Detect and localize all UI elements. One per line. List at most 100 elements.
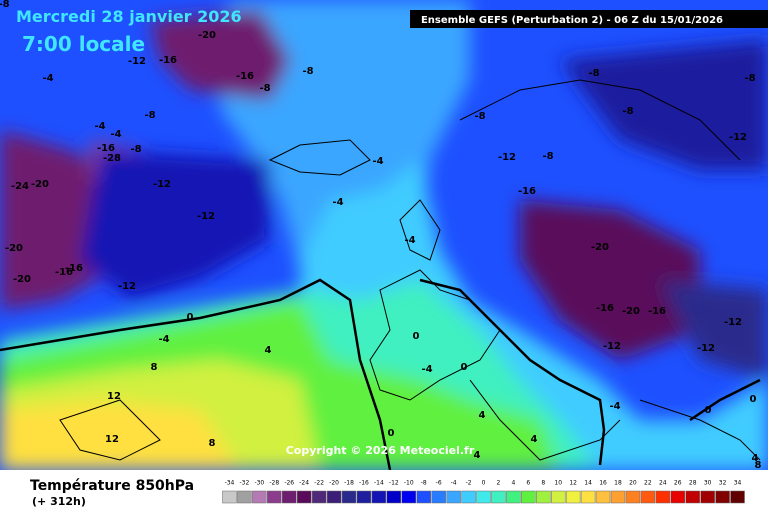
contour-labels: -8-20-12-16-16-8-8-4-8-4-4-16-28-8-24-20… xyxy=(0,0,762,471)
contour-label: -16 xyxy=(236,71,254,82)
contour-label: -4 xyxy=(609,401,620,412)
footer-lead: (+ 312h) xyxy=(32,495,86,508)
colorbar-label: 4 xyxy=(511,480,515,487)
contour-label: -12 xyxy=(128,56,146,67)
colorbar-swatch xyxy=(476,490,491,504)
colorbar-label: -20 xyxy=(329,480,339,487)
colorbar-swatch xyxy=(267,490,282,504)
colorbar-swatch xyxy=(282,490,297,504)
contour-label: -4 xyxy=(372,156,383,167)
contour-label: -16 xyxy=(518,186,536,197)
colorbar-label: -30 xyxy=(254,480,264,487)
date: Mercredi 28 janvier 2026 xyxy=(16,7,242,26)
colorbar-swatch xyxy=(715,490,730,504)
contour-label: 4 xyxy=(265,345,272,356)
colorbar-swatch xyxy=(595,490,611,504)
colorbar-swatch xyxy=(670,490,685,504)
colorbar-label: -28 xyxy=(269,480,279,487)
colorbar-swatch xyxy=(326,490,342,504)
contour-label: -8 xyxy=(744,73,755,84)
colorbar-label: -22 xyxy=(314,480,324,487)
colorbar-label: 32 xyxy=(719,480,727,487)
contour-label: -8 xyxy=(259,83,270,94)
contour-label: -8 xyxy=(588,68,599,79)
colorbar-swatch xyxy=(237,490,252,504)
contour-label: -20 xyxy=(198,30,216,41)
contour-label: -12 xyxy=(697,343,715,354)
colorbar-label: 0 xyxy=(482,480,486,487)
contour-label: -12 xyxy=(153,179,171,190)
contour-label: -4 xyxy=(404,235,415,246)
colorbar-label: 28 xyxy=(689,480,697,487)
colorbar-label: -14 xyxy=(374,480,384,487)
contour-label: 0 xyxy=(388,428,395,439)
colorbar-label: 12 xyxy=(569,480,577,487)
colorbar-swatch xyxy=(521,490,536,504)
contour-label: 0 xyxy=(413,331,420,342)
colorbar-swatch xyxy=(431,490,446,504)
colorbar-label: 22 xyxy=(644,480,652,487)
contour-label: -28 xyxy=(103,153,121,164)
colorbar-label: -32 xyxy=(240,480,250,487)
colorbar-label: 20 xyxy=(629,480,637,487)
colorbar-label: 26 xyxy=(674,480,682,487)
contour-label: -4 xyxy=(110,129,121,140)
colorbar-label: 2 xyxy=(497,480,501,487)
contour-label: -8 xyxy=(130,144,141,155)
contour-label: -12 xyxy=(118,281,136,292)
colorbar-swatch xyxy=(356,490,372,504)
colorbar-label: 8 xyxy=(541,480,545,487)
colorbar-label: -10 xyxy=(404,480,414,487)
contour-label: 0 xyxy=(187,312,194,323)
contour-label: -8 xyxy=(302,66,313,77)
contour-label: -16 xyxy=(55,267,73,278)
model-info: Ensemble GEFS (Perturbation 2) - 06 Z du… xyxy=(421,15,723,26)
contour-label: -8 xyxy=(542,151,553,162)
colorbar-label: -26 xyxy=(284,480,294,487)
contour-label: -20 xyxy=(31,179,49,190)
colorbar-swatch xyxy=(610,490,626,504)
contour-label: -4 xyxy=(158,334,169,345)
contour-label: 0 xyxy=(705,405,712,416)
colorbar-swatch xyxy=(550,490,566,504)
colorbar-swatch xyxy=(700,490,715,504)
colorbar-swatch xyxy=(371,490,387,504)
colorbar-label: 14 xyxy=(584,480,592,487)
contour-label: -16 xyxy=(596,303,614,314)
header-box xyxy=(410,10,768,28)
contour-label: 4 xyxy=(479,410,486,421)
colorbar-label: 34 xyxy=(734,480,742,487)
colorbar-label: 18 xyxy=(614,480,622,487)
colorbar-label: -34 xyxy=(225,480,235,487)
contour-label: -24 xyxy=(11,181,29,192)
contour-label: -20 xyxy=(13,274,31,285)
contour-label: 4 xyxy=(474,450,481,461)
contour-label: 8 xyxy=(209,438,216,449)
colorbar-swatch xyxy=(386,490,402,504)
colorbar-label: -12 xyxy=(389,480,399,487)
contour-label: 12 xyxy=(105,434,119,445)
colorbar-swatch xyxy=(296,490,312,504)
contour-label: 8 xyxy=(151,362,158,373)
colorbar-swatch xyxy=(536,490,551,504)
contour-label: -12 xyxy=(197,211,215,222)
contour-label: -16 xyxy=(648,306,666,317)
contour-label: -4 xyxy=(421,364,432,375)
colorbar-label: -16 xyxy=(359,480,369,487)
colorbar-swatch xyxy=(685,490,700,504)
colorbar-label: -18 xyxy=(344,480,354,487)
contour-label: 4 xyxy=(752,453,759,464)
colorbar-swatch xyxy=(565,490,581,504)
colorbar-label: 6 xyxy=(526,480,530,487)
contour-label: 12 xyxy=(107,391,121,402)
contour-label: -16 xyxy=(97,143,115,154)
contour-label: -12 xyxy=(724,317,742,328)
contour-label: -8 xyxy=(144,110,155,121)
colorbar-swatch xyxy=(401,490,417,504)
contour-label: -8 xyxy=(474,111,485,122)
contour-label: -12 xyxy=(729,132,747,143)
contour-label: -4 xyxy=(332,197,343,208)
contour-label: -16 xyxy=(65,263,83,274)
